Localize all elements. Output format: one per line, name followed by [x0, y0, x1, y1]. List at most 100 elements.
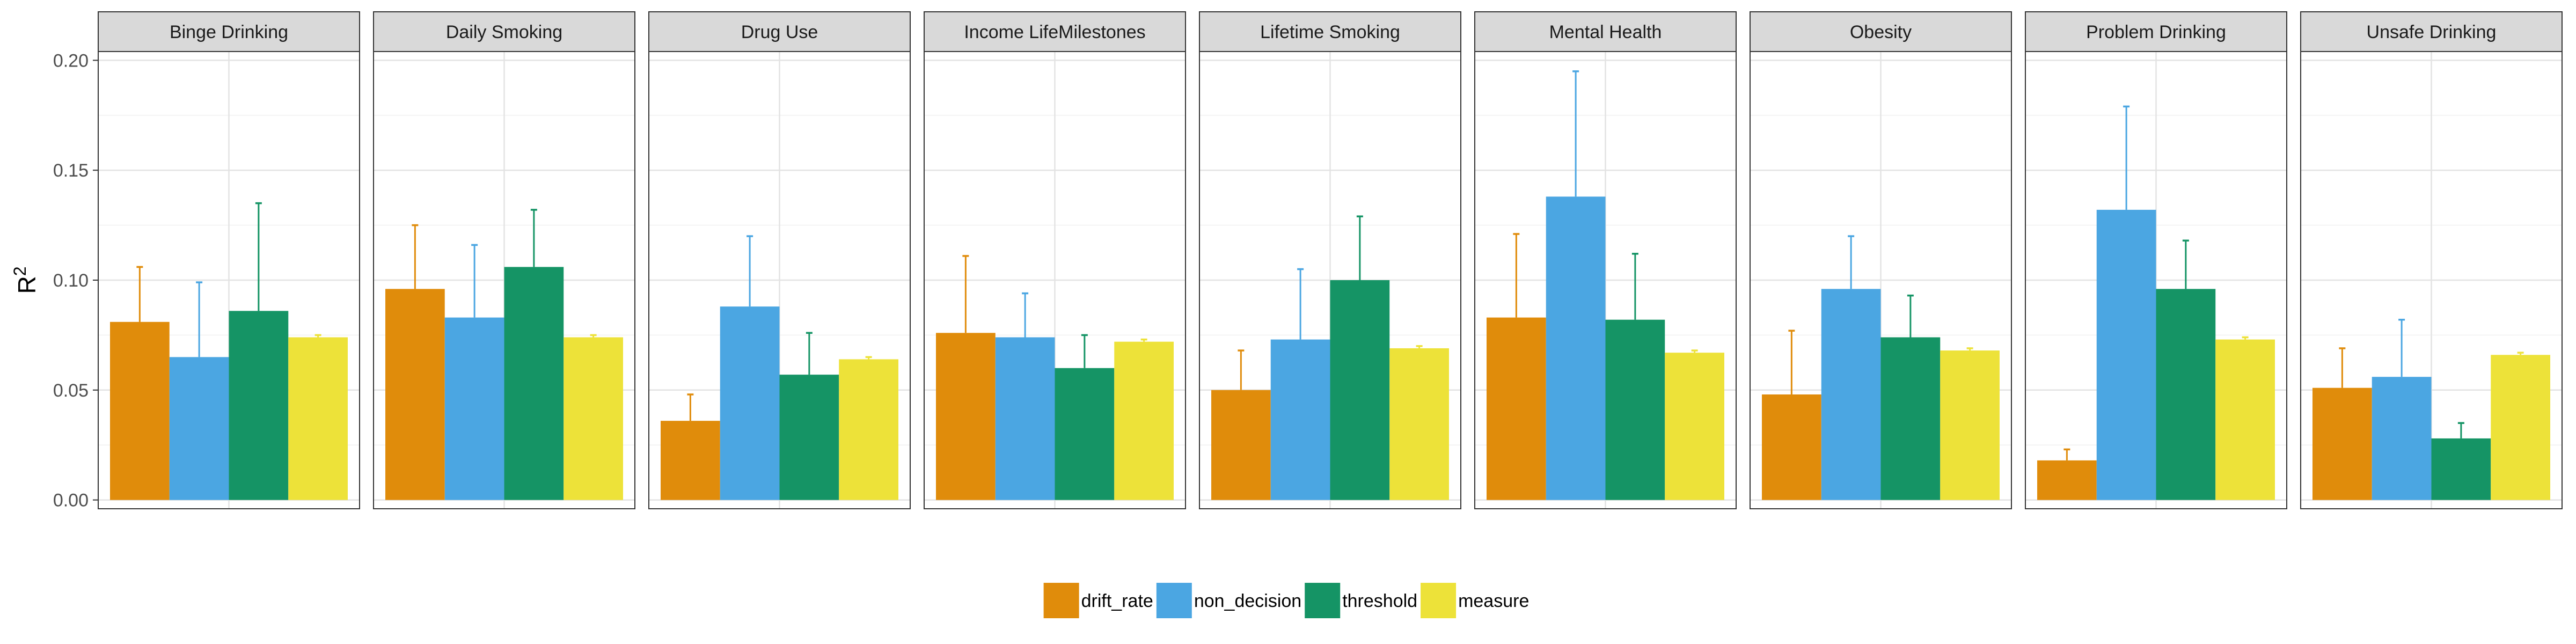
bar-threshold: [1605, 319, 1665, 500]
facet-panel: Obesity: [1750, 11, 2012, 509]
error-bar-measure: [1416, 345, 1423, 348]
error-bar-non_decision: [2398, 318, 2405, 377]
legend-item-threshold: threshold: [1305, 583, 1417, 618]
bar-measure: [2491, 355, 2550, 500]
bar-non_decision: [2372, 377, 2432, 500]
panel-border: [648, 51, 911, 509]
facet-strip: [648, 11, 911, 52]
error-bar-threshold: [255, 202, 262, 311]
error-bar-drift_rate: [2339, 347, 2346, 388]
facet-strip: [1474, 11, 1737, 52]
error-bar-non_decision: [2123, 105, 2130, 210]
bar-drift_rate: [1762, 394, 1821, 500]
facet-panel: Daily Smoking: [373, 11, 635, 509]
facet-title: Obesity: [1850, 22, 1912, 42]
facet-panel: Drug Use: [648, 11, 911, 509]
error-bar-threshold: [2182, 239, 2189, 289]
y-tick-label: 0.10: [53, 270, 89, 291]
error-bar-measure: [590, 334, 597, 338]
bar-threshold: [1055, 368, 1115, 500]
bar-measure: [2215, 339, 2275, 500]
error-bar-threshold: [806, 332, 813, 375]
bar-non_decision: [1546, 196, 1606, 500]
error-bar-drift_rate: [136, 266, 143, 322]
bar-non_decision: [1821, 289, 1881, 500]
bar-drift_rate: [110, 321, 170, 500]
facet-title: Mental Health: [1549, 22, 1662, 42]
bar-drift_rate: [936, 333, 996, 500]
bar-drift_rate: [1487, 317, 1546, 500]
facet-strip: [2300, 11, 2563, 52]
facet-strip: [1750, 11, 2012, 52]
facet-title: Binge Drinking: [170, 22, 288, 42]
facet-title: Income LifeMilestones: [964, 22, 1145, 42]
facet-title: Unsafe Drinking: [2367, 22, 2497, 42]
bar-drift_rate: [2312, 387, 2372, 500]
facet-panel: Mental Health: [1474, 11, 1737, 509]
error-bar-drift_rate: [1513, 233, 1520, 318]
panel-border: [1750, 51, 2012, 509]
legend-key-measure: [1421, 583, 1457, 618]
legend-item-measure: measure: [1421, 583, 1529, 618]
legend-label: non_decision: [1194, 591, 1301, 611]
bar-threshold: [2431, 438, 2491, 500]
panel-border: [1474, 51, 1737, 509]
error-bar-drift_rate: [687, 393, 694, 421]
error-bar-threshold: [1356, 215, 1363, 280]
bar-drift_rate: [2037, 460, 2097, 500]
error-bar-measure: [865, 356, 872, 360]
error-bar-threshold: [1631, 253, 1638, 320]
bar-threshold: [229, 311, 289, 500]
panels-layer: Binge Drinking Daily Smoking Drug Use Incom…: [98, 11, 2563, 509]
facet-panel: Problem Drinking: [2025, 11, 2287, 509]
facet-title: Drug Use: [741, 22, 818, 42]
legend-label: measure: [1458, 591, 1529, 611]
bar-measure: [1940, 350, 2000, 500]
error-bar-drift_rate: [962, 255, 969, 333]
facet-title: Problem Drinking: [2086, 22, 2226, 42]
error-bar-threshold: [1081, 334, 1088, 368]
error-bar-non_decision: [196, 281, 203, 357]
error-bar-non_decision: [1022, 292, 1029, 338]
y-axis-title-base: R: [13, 276, 41, 294]
bar-threshold: [1330, 280, 1390, 500]
bar-non_decision: [720, 306, 780, 500]
error-bar-non_decision: [747, 235, 753, 307]
bar-threshold: [1880, 337, 1941, 500]
error-bar-measure: [1140, 338, 1147, 342]
bar-threshold: [2156, 289, 2216, 500]
panel-border: [924, 51, 1186, 509]
error-bar-drift_rate: [412, 224, 419, 289]
bar-non_decision: [2096, 209, 2156, 500]
legend-key-non_decision: [1156, 583, 1192, 618]
error-bar-measure: [2517, 352, 2524, 355]
facet-panel: Lifetime Smoking: [1199, 11, 1461, 509]
bar-measure: [1114, 341, 1174, 500]
error-bar-drift_rate: [1238, 349, 1245, 390]
facet-panel: Income LifeMilestones: [924, 11, 1186, 509]
y-axis-title-superscript: 2: [10, 266, 30, 276]
error-bar-non_decision: [471, 244, 478, 318]
y-tick-label: 0.05: [53, 380, 89, 401]
error-bar-drift_rate: [2063, 448, 2070, 460]
panel-border: [1199, 51, 1461, 509]
y-tick-label: 0.15: [53, 160, 89, 181]
bar-drift_rate: [385, 289, 445, 500]
error-bar-non_decision: [1572, 70, 1579, 197]
error-bar-measure: [1966, 347, 1973, 351]
facet-strip: [98, 11, 360, 52]
error-bar-threshold: [2457, 422, 2464, 438]
legend-item-non_decision: non_decision: [1156, 583, 1301, 618]
legend-key-threshold: [1305, 583, 1341, 618]
y-axis-title: R2: [10, 266, 41, 294]
error-bar-threshold: [1907, 294, 1914, 338]
facet-title: Daily Smoking: [446, 22, 562, 42]
facet-panel: Unsafe Drinking: [2300, 11, 2563, 509]
error-bar-drift_rate: [1788, 330, 1795, 394]
error-bar-measure: [2242, 336, 2249, 340]
bar-measure: [1389, 348, 1449, 500]
y-tick-label: 0.00: [53, 491, 89, 511]
panel-border: [2025, 51, 2287, 509]
bar-non_decision: [995, 337, 1055, 500]
